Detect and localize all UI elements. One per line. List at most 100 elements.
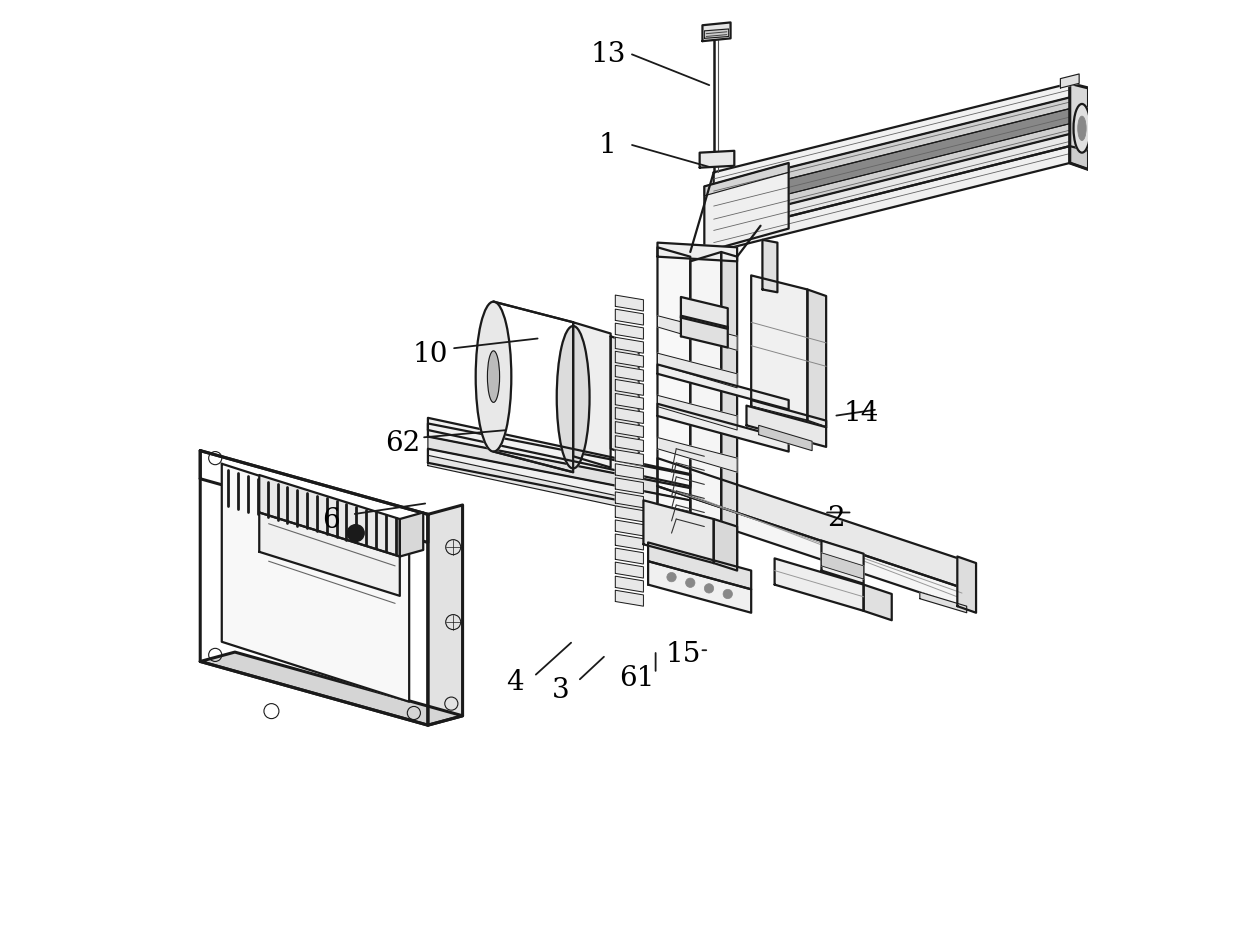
Circle shape [686,578,694,588]
Polygon shape [649,543,751,590]
Polygon shape [821,553,863,579]
Polygon shape [259,475,399,557]
Polygon shape [704,164,789,253]
Polygon shape [702,23,730,42]
Polygon shape [428,424,691,489]
Polygon shape [681,298,728,329]
Polygon shape [775,559,863,611]
Polygon shape [751,401,826,428]
Polygon shape [704,164,789,197]
Polygon shape [657,248,691,576]
Polygon shape [615,408,644,424]
Polygon shape [428,437,691,501]
Polygon shape [615,506,644,522]
Polygon shape [1070,84,1089,170]
Text: 3: 3 [552,677,570,703]
Polygon shape [1070,147,1089,170]
Polygon shape [763,241,777,293]
Polygon shape [649,562,751,613]
Polygon shape [615,492,644,508]
Polygon shape [714,124,1070,224]
Polygon shape [615,352,644,368]
Ellipse shape [476,302,511,452]
Text: 10: 10 [413,341,449,367]
Polygon shape [573,323,610,468]
Polygon shape [714,84,1070,187]
Polygon shape [714,98,1070,198]
Polygon shape [200,652,463,725]
Circle shape [667,573,676,582]
Polygon shape [657,243,737,262]
Text: 15: 15 [665,641,701,667]
Polygon shape [714,519,737,571]
Polygon shape [714,110,1070,213]
Polygon shape [863,585,892,621]
Polygon shape [200,451,428,725]
Polygon shape [615,436,644,452]
Polygon shape [399,513,423,557]
Polygon shape [615,478,644,494]
Polygon shape [681,316,728,348]
Circle shape [347,525,365,542]
Polygon shape [722,253,737,576]
Polygon shape [615,366,644,382]
Polygon shape [751,276,807,421]
Polygon shape [657,438,737,473]
Polygon shape [657,404,789,452]
Polygon shape [759,426,812,451]
Ellipse shape [1078,117,1086,141]
Polygon shape [615,548,644,564]
Polygon shape [428,449,691,515]
Text: 13: 13 [590,41,625,67]
Ellipse shape [557,327,589,469]
Polygon shape [920,592,967,613]
Text: 62: 62 [384,430,420,456]
Text: 1: 1 [599,132,616,158]
Text: 6: 6 [322,506,340,533]
Circle shape [704,584,714,593]
Text: 2: 2 [827,505,844,531]
Polygon shape [807,290,826,428]
Ellipse shape [1074,105,1090,154]
Text: 4: 4 [506,668,523,695]
Polygon shape [615,563,644,578]
Polygon shape [222,464,409,702]
Polygon shape [657,365,789,410]
Polygon shape [259,513,399,596]
Polygon shape [615,310,644,326]
Polygon shape [428,418,691,487]
Polygon shape [746,406,826,447]
Polygon shape [615,464,644,480]
Polygon shape [200,451,428,543]
Polygon shape [615,380,644,396]
Polygon shape [615,394,644,410]
Polygon shape [428,456,691,522]
Polygon shape [657,316,737,351]
Polygon shape [615,422,644,438]
Ellipse shape [487,352,500,403]
Polygon shape [615,450,644,466]
Polygon shape [610,337,639,459]
Polygon shape [699,152,734,168]
Polygon shape [704,30,729,39]
Polygon shape [615,591,644,607]
Polygon shape [615,534,644,550]
Polygon shape [657,354,737,388]
Polygon shape [615,296,644,312]
Polygon shape [615,577,644,592]
Polygon shape [615,520,644,536]
Polygon shape [657,487,967,608]
Polygon shape [428,505,463,725]
Polygon shape [957,557,976,613]
Circle shape [723,590,733,599]
Polygon shape [657,396,737,431]
Text: 14: 14 [843,400,878,426]
Polygon shape [691,253,722,580]
Text: 61: 61 [619,665,655,691]
Polygon shape [644,501,714,563]
Polygon shape [615,338,644,354]
Polygon shape [714,135,1070,236]
Polygon shape [657,459,967,590]
Polygon shape [615,324,644,340]
Polygon shape [714,147,1070,253]
